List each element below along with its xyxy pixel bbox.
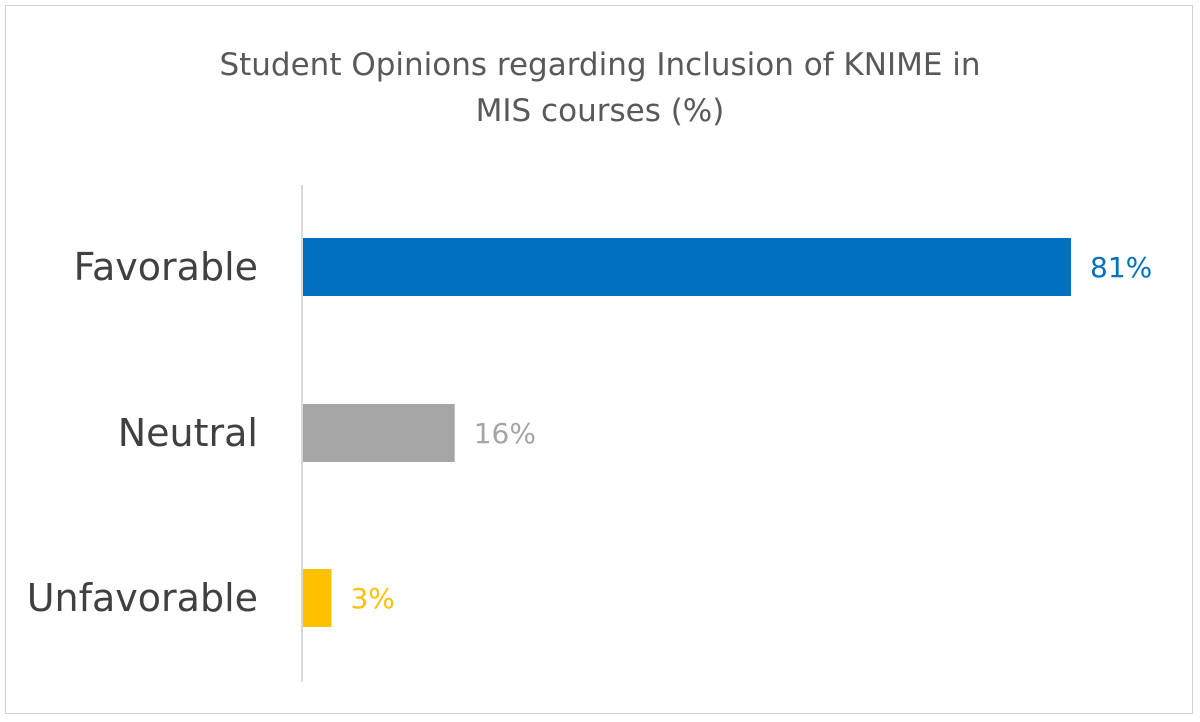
bar-neutral (303, 404, 455, 462)
data-label-neutral: 16% (474, 417, 536, 450)
bar-unfavorable (303, 569, 332, 627)
chart-title: Student Opinions regarding Inclusion of … (0, 42, 1200, 134)
chart-frame (5, 5, 1193, 714)
category-label-neutral: Neutral (118, 411, 258, 455)
data-label-unfavorable: 3% (350, 582, 394, 615)
category-label-favorable: Favorable (74, 245, 258, 289)
chart-title-line-2: MIS courses (%) (475, 93, 725, 129)
category-label-unfavorable: Unfavorable (27, 576, 258, 620)
chart-title-line-1: Student Opinions regarding Inclusion of … (219, 47, 981, 83)
bar-favorable (303, 238, 1071, 296)
bars-group: Favorable 81% Neutral 16% Unfavorable 3% (27, 238, 1152, 627)
data-label-favorable: 81% (1090, 251, 1152, 284)
